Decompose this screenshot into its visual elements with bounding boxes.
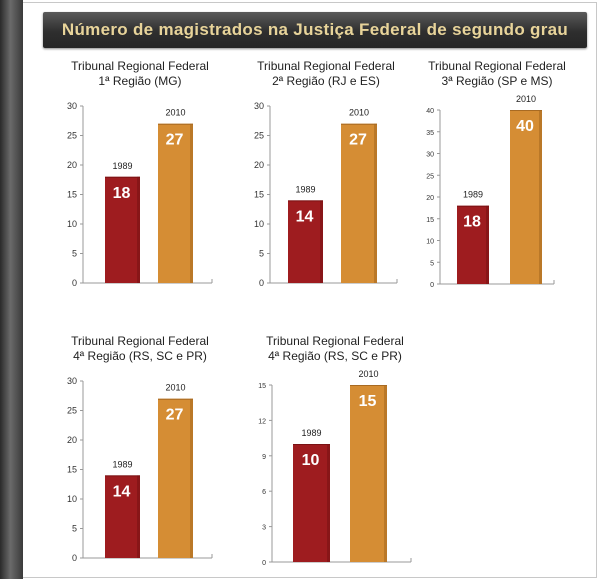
- y-tick-label: 30: [254, 101, 264, 111]
- category-label: 2010: [349, 108, 369, 118]
- y-tick-label: 25: [426, 173, 434, 180]
- y-tick-label: 25: [254, 131, 264, 141]
- data-label: 27: [166, 132, 184, 149]
- chart-title: 4ª Região (RS, SC e PR): [268, 349, 402, 363]
- y-tick-label: 40: [426, 108, 434, 115]
- bar-1989: [288, 200, 323, 283]
- category-label: 2010: [516, 94, 536, 104]
- bar-1989: [105, 176, 140, 283]
- y-tick-label: 0: [72, 278, 77, 288]
- chart-title: Tribunal Regional Federal: [71, 59, 209, 73]
- bar-shade: [327, 444, 330, 562]
- bar-shade: [486, 205, 489, 284]
- category-label: 1989: [295, 184, 315, 194]
- y-tick-label: 0: [259, 278, 264, 288]
- y-tick-label: 0: [430, 282, 434, 289]
- bar-1989: [105, 475, 140, 558]
- y-tick-label: 20: [67, 435, 77, 445]
- y-tick-label: 10: [67, 494, 77, 504]
- y-tick-label: 10: [254, 219, 264, 229]
- bar-shade: [137, 475, 140, 558]
- bar-1989: [293, 444, 330, 562]
- data-label: 18: [463, 214, 481, 231]
- chart-title: Tribunal Regional Federal: [71, 334, 209, 348]
- category-label: 1989: [463, 190, 483, 200]
- data-label: 27: [349, 132, 367, 149]
- chart-title: 1ª Região (MG): [98, 74, 181, 88]
- bar-shade: [137, 176, 140, 283]
- y-tick-label: 30: [67, 376, 77, 386]
- data-label: 15: [359, 393, 377, 410]
- chart-title: Tribunal Regional Federal: [266, 334, 404, 348]
- y-tick-label: 30: [67, 101, 77, 111]
- content-frame: [23, 2, 597, 578]
- chart-title: Tribunal Regional Federal: [257, 59, 395, 73]
- y-tick-label: 20: [426, 195, 434, 202]
- y-tick-label: 0: [262, 560, 266, 567]
- y-tick-label: 15: [258, 383, 266, 390]
- data-label: 10: [302, 452, 320, 469]
- data-label: 40: [516, 118, 534, 135]
- y-tick-label: 15: [254, 190, 264, 200]
- y-tick-label: 10: [67, 219, 77, 229]
- bar-shade: [190, 123, 193, 283]
- chart-title: 2ª Região (RJ e ES): [272, 74, 380, 88]
- bar-2010: [350, 385, 387, 562]
- y-tick-label: 30: [426, 152, 434, 159]
- category-label: 2010: [165, 383, 185, 393]
- bar-1989: [457, 205, 489, 284]
- category-label: 1989: [301, 428, 321, 438]
- bar-shade: [384, 385, 387, 562]
- chart-title: Tribunal Regional Federal: [428, 59, 566, 73]
- y-tick-label: 10: [426, 239, 434, 246]
- bar-shade: [539, 110, 542, 284]
- y-tick-label: 5: [72, 249, 77, 259]
- data-label: 27: [166, 407, 184, 424]
- data-label: 14: [113, 483, 131, 500]
- data-label: 18: [113, 185, 131, 202]
- y-tick-label: 35: [426, 130, 434, 137]
- bar-2010: [158, 398, 193, 558]
- y-tick-label: 9: [262, 454, 266, 461]
- y-tick-label: 15: [67, 465, 77, 475]
- category-label: 1989: [112, 161, 132, 171]
- page-title: Número de magistrados na Justiça Federal…: [43, 12, 587, 48]
- bar-2010: [341, 123, 377, 283]
- y-tick-label: 5: [259, 249, 264, 259]
- y-tick-label: 0: [72, 553, 77, 563]
- y-tick-label: 12: [258, 418, 266, 425]
- bar-2010: [158, 123, 193, 283]
- y-tick-label: 5: [72, 524, 77, 534]
- bar-shade: [374, 123, 377, 283]
- y-tick-label: 25: [67, 131, 77, 141]
- sidebar-strip: [0, 0, 23, 579]
- y-tick-label: 20: [67, 160, 77, 170]
- bar-shade: [320, 200, 323, 283]
- bar-shade: [190, 398, 193, 558]
- data-label: 14: [296, 208, 314, 225]
- category-label: 1989: [112, 459, 132, 469]
- bar-2010: [510, 110, 542, 284]
- chart-title: 4ª Região (RS, SC e PR): [73, 349, 207, 363]
- chart-title: 3ª Região (SP e MS): [442, 74, 553, 88]
- category-label: 2010: [165, 108, 185, 118]
- y-tick-label: 20: [254, 160, 264, 170]
- y-tick-label: 15: [67, 190, 77, 200]
- y-tick-label: 6: [262, 489, 266, 496]
- y-tick-label: 25: [67, 406, 77, 416]
- y-tick-label: 15: [426, 217, 434, 224]
- category-label: 2010: [358, 369, 378, 379]
- y-tick-label: 3: [262, 525, 266, 532]
- y-tick-label: 5: [430, 260, 434, 267]
